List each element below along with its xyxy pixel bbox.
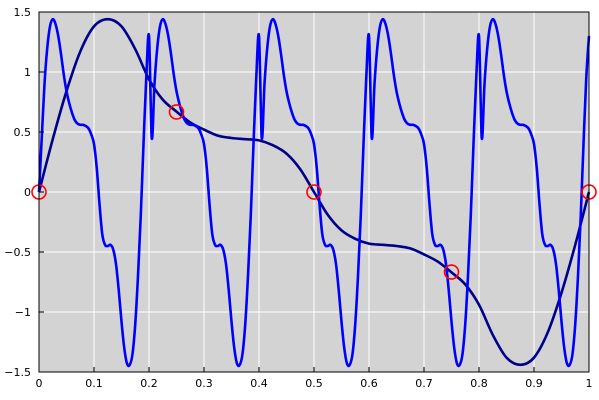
x-tick-label: 1 <box>586 377 593 390</box>
x-tick-label: 0.7 <box>415 377 433 390</box>
x-tick-label: 0.9 <box>525 377 543 390</box>
x-tick-label: 0.1 <box>85 377 103 390</box>
y-tick-label: 0.5 <box>14 126 32 139</box>
y-tick-label: −0.5 <box>4 246 31 259</box>
x-tick-label: 0.5 <box>305 377 323 390</box>
y-tick-label: 1.5 <box>14 6 32 19</box>
y-tick-label: −1 <box>15 306 31 319</box>
marker-point <box>443 264 460 280</box>
y-axis-ticks: −1.5 −1 −0.5 0 0.5 1 1.5 <box>4 6 44 379</box>
y-tick-label: −1.5 <box>4 366 31 379</box>
y-tick-label: 1 <box>24 66 31 79</box>
marker-point <box>306 184 322 200</box>
series-line-1 <box>37 17 591 367</box>
y-tick-label: 0 <box>24 186 31 199</box>
series-line-2 <box>37 17 591 368</box>
x-tick-label: 0.6 <box>360 377 378 390</box>
x-tick-label: 0.2 <box>140 377 158 390</box>
x-tick-label: 0.3 <box>195 377 213 390</box>
x-tick-label: 0.4 <box>250 377 268 390</box>
x-tick-label: 0 <box>36 377 43 390</box>
series-group <box>37 17 591 368</box>
marker-point <box>168 104 185 120</box>
x-axis-ticks: 0 0.1 0.2 0.3 0.4 0.5 0.6 0.7 0.8 0.9 1 <box>36 367 593 390</box>
x-tick-label: 0.8 <box>470 377 488 390</box>
